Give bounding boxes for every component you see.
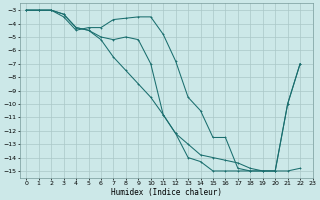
X-axis label: Humidex (Indice chaleur): Humidex (Indice chaleur) bbox=[111, 188, 222, 197]
